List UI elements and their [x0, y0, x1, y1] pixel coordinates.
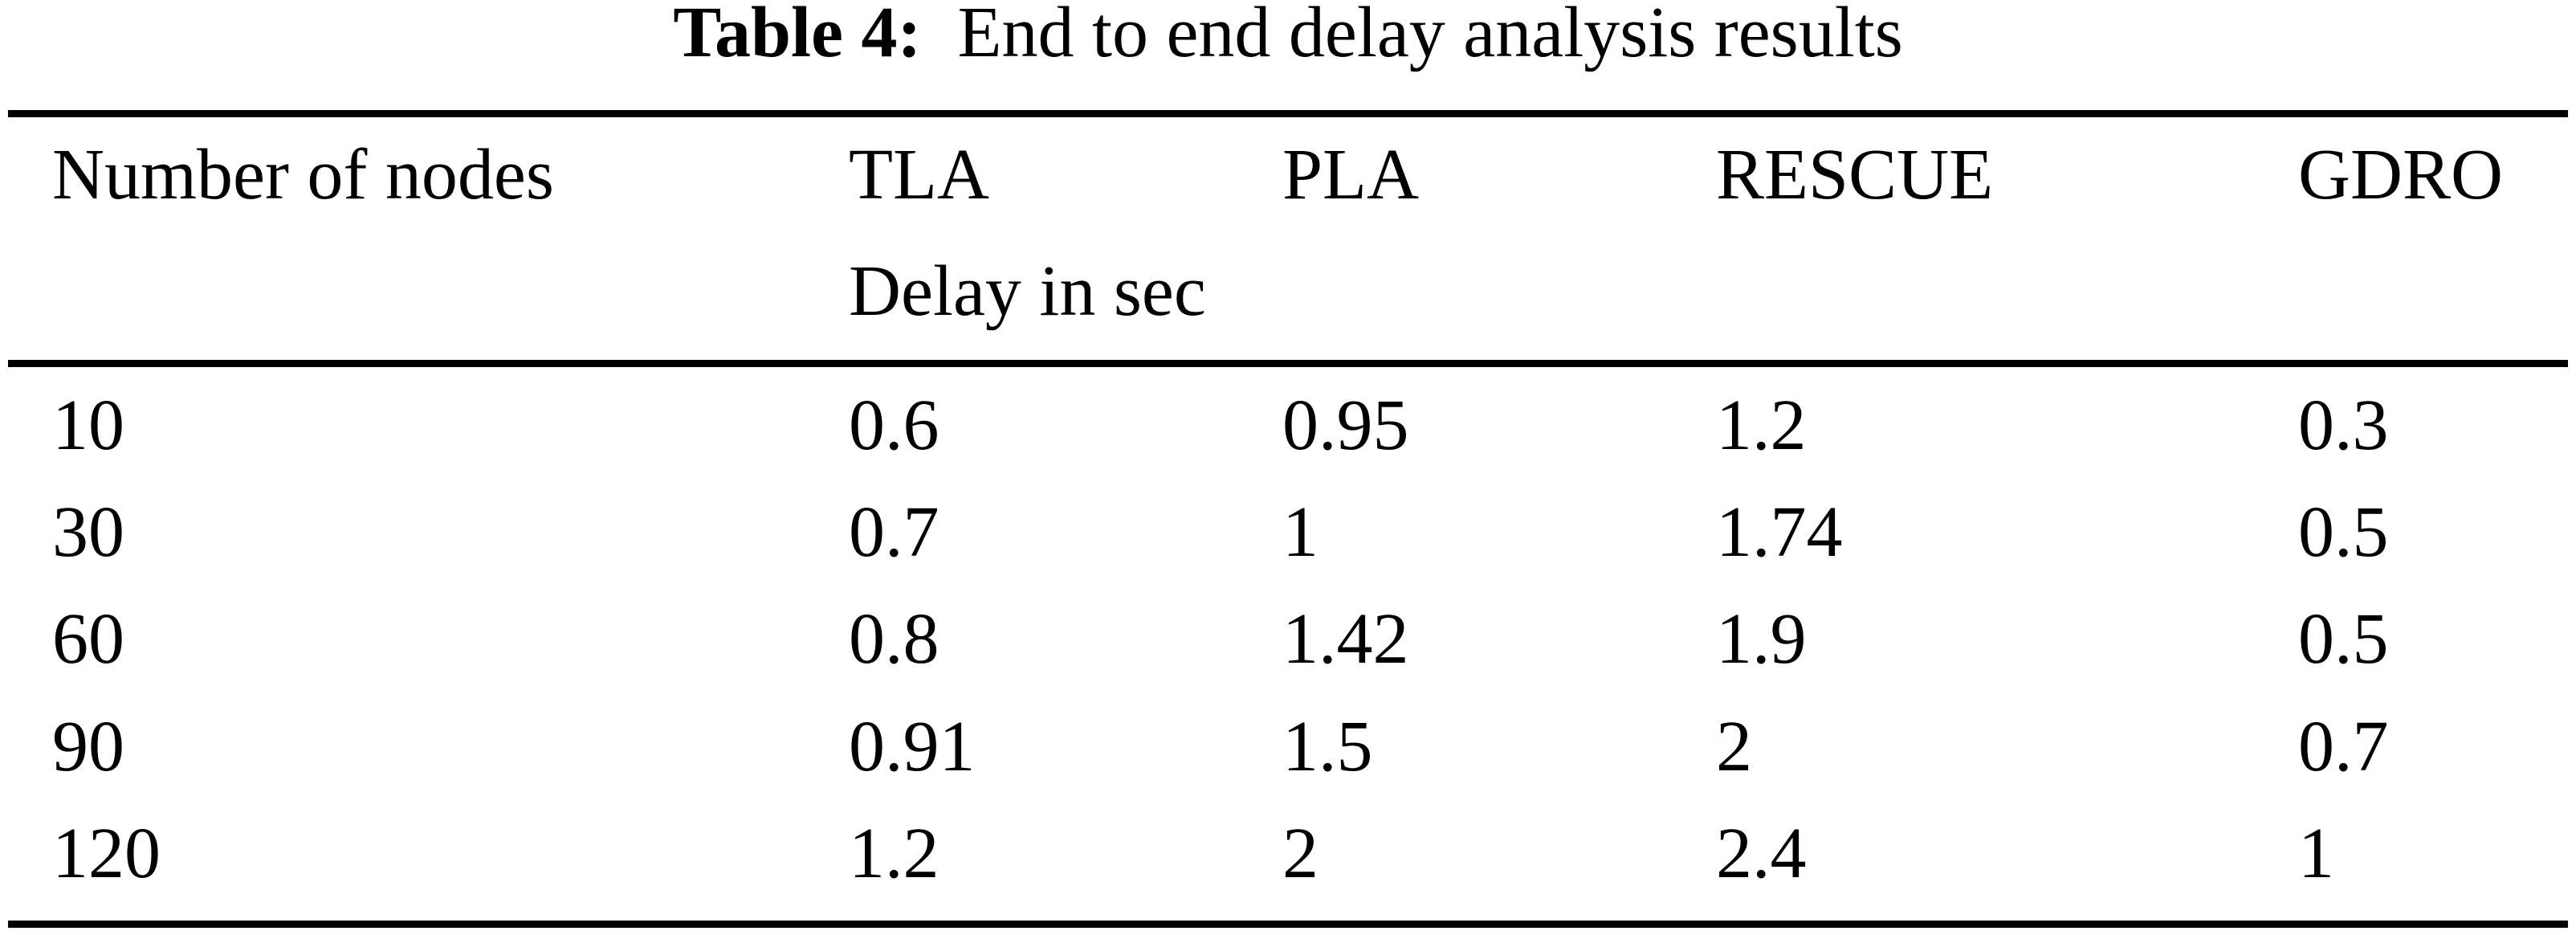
table-caption-text: End to end delay analysis results [957, 0, 1903, 72]
cell-gdro: 1 [2298, 814, 2334, 893]
table-row: 60 0.8 1.42 1.9 0.5 [52, 603, 2576, 676]
cell-rescue: 2.4 [1716, 814, 1807, 893]
table-bottom-rule [8, 921, 2568, 928]
cell-rescue: 1.9 [1716, 599, 1807, 679]
cell-pla: 2 [1282, 814, 1319, 893]
cell-rescue: 1.74 [1716, 492, 1843, 572]
table-row: 10 0.6 0.95 1.2 0.3 [52, 390, 2576, 462]
cell-tla: 0.7 [849, 492, 940, 572]
cell-pla: 0.95 [1282, 386, 1409, 465]
column-header-pla: PLA [1282, 135, 1420, 214]
cell-nodes: 60 [52, 599, 124, 679]
cell-nodes: 120 [52, 814, 161, 893]
cell-gdro: 0.7 [2298, 707, 2389, 786]
unit-header-delay-in-sec: Delay in sec [849, 251, 1206, 331]
table-caption-label: Table 4: [673, 0, 922, 72]
cell-pla: 1.42 [1282, 599, 1409, 679]
cell-nodes: 90 [52, 707, 124, 786]
table-row: 120 1.2 2 2.4 1 [52, 818, 2576, 890]
cell-rescue: 2 [1716, 707, 1752, 786]
table-header-rule [8, 360, 2568, 367]
cell-tla: 0.6 [849, 386, 940, 465]
cell-tla: 0.8 [849, 599, 940, 679]
cell-nodes: 30 [52, 492, 124, 572]
cell-tla: 0.91 [849, 707, 976, 786]
table-row: 90 0.91 1.5 2 0.7 [52, 711, 2576, 783]
table-top-rule [8, 110, 2568, 117]
unit-row-spacer [52, 255, 849, 328]
cell-pla: 1.5 [1282, 707, 1373, 786]
cell-rescue: 1.2 [1716, 386, 1807, 465]
cell-gdro: 0.5 [2298, 599, 2389, 679]
cell-tla: 1.2 [849, 814, 940, 893]
cell-nodes: 10 [52, 386, 124, 465]
table-unit-row: Delay in sec [52, 255, 2576, 328]
column-header-number-of-nodes: Number of nodes [52, 135, 554, 214]
table-row: 30 0.7 1 1.74 0.5 [52, 496, 2576, 569]
column-header-rescue: RESCUE [1716, 135, 1994, 214]
column-header-gdro: GDRO [2298, 135, 2504, 214]
column-header-tla: TLA [849, 135, 989, 214]
cell-gdro: 0.5 [2298, 492, 2389, 572]
table-caption: Table 4: End to end delay analysis result… [0, 0, 2576, 69]
table-header-row: Number of nodes TLA PLA RESCUE GDRO [52, 139, 2576, 211]
cell-gdro: 0.3 [2298, 386, 2389, 465]
cell-pla: 1 [1282, 492, 1319, 572]
